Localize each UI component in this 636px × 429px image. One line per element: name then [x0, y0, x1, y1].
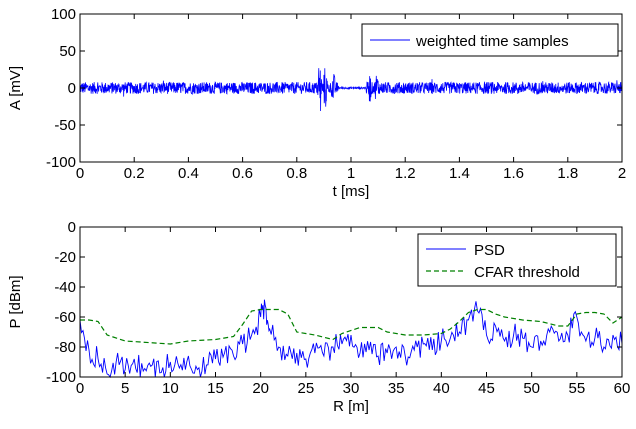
x-tick-label: 35 — [388, 380, 405, 397]
psd-plot: 0 5 10 15 20 25 30 35 40 45 50 55 60 -100 -80 -60 -40 -20… — [7, 219, 630, 415]
time-samples-ticks: 0 0.2 0.4 0.6 0.8 1 1.2 1.4 1.6 1.8 2 -100 -50 0 50 100 — [46, 6, 626, 182]
x-tick-label: 55 — [568, 380, 585, 397]
psd-ticks: 0 5 10 15 20 25 30 35 40 45 50 55 60 -100 -80 -60 -40 -20… — [46, 219, 630, 397]
y-tick-label: -20 — [54, 249, 76, 266]
series-line-psd — [79, 299, 623, 379]
legend-label-cfar-threshold: CFAR threshold — [474, 264, 580, 281]
time-samples-legend: weighted time samples — [361, 23, 619, 57]
time-samples-y-label: A [mV] — [7, 66, 24, 110]
x-tick-label: 1.4 — [449, 165, 470, 182]
x-tick-label: 0.6 — [232, 165, 253, 182]
x-tick-label: 0 — [76, 165, 84, 182]
x-tick-label: 45 — [478, 380, 495, 397]
y-tick-label: -50 — [54, 117, 76, 134]
time-samples-series-area — [79, 68, 623, 112]
x-tick-label: 20 — [252, 380, 269, 397]
x-tick-label: 1.2 — [395, 165, 416, 182]
x-tick-label: 0.4 — [178, 165, 199, 182]
x-tick-label: 50 — [523, 380, 540, 397]
x-tick-label: 15 — [207, 380, 224, 397]
x-tick-label: 30 — [343, 380, 360, 397]
legend-label-weighted-time-samples: weighted time samples — [415, 33, 569, 50]
y-tick-label: -100 — [46, 154, 76, 171]
y-tick-label: -60 — [54, 309, 76, 326]
x-tick-label: 5 — [121, 380, 129, 397]
psd-legend: PSD CFAR threshold — [417, 233, 617, 287]
series-line-cfar-threshold — [80, 308, 623, 345]
time-samples-x-label: t [ms] — [333, 183, 370, 200]
y-tick-label: -80 — [54, 339, 76, 356]
x-tick-label: 1.8 — [557, 165, 578, 182]
x-tick-label: 0.8 — [286, 165, 307, 182]
y-tick-label: 100 — [51, 6, 76, 23]
psd-x-label: R [m] — [333, 398, 369, 415]
series-line-weighted-time-samples — [79, 68, 623, 112]
x-tick-label: 1 — [347, 165, 355, 182]
x-tick-label: 60 — [614, 380, 631, 397]
psd-y-label: P [dBm] — [7, 275, 24, 328]
x-tick-label: 40 — [433, 380, 450, 397]
y-tick-label: 50 — [59, 43, 76, 60]
y-tick-label: 0 — [68, 219, 76, 236]
y-tick-label: -100 — [46, 369, 76, 386]
x-tick-label: 1.6 — [503, 165, 524, 182]
time-samples-plot: 0 0.2 0.4 0.6 0.8 1 1.2 1.4 1.6 1.8 2 -100 -50 0 50 100… — [7, 6, 626, 200]
x-tick-label: 2 — [618, 165, 626, 182]
y-tick-label: -40 — [54, 279, 76, 296]
x-tick-label: 0 — [76, 380, 84, 397]
legend-label-psd: PSD — [474, 242, 505, 259]
x-tick-label: 25 — [297, 380, 314, 397]
y-tick-label: 0 — [68, 80, 76, 97]
psd-series-area — [79, 299, 623, 379]
x-tick-label: 0.2 — [124, 165, 145, 182]
legend-box — [417, 233, 617, 287]
x-tick-label: 10 — [162, 380, 179, 397]
